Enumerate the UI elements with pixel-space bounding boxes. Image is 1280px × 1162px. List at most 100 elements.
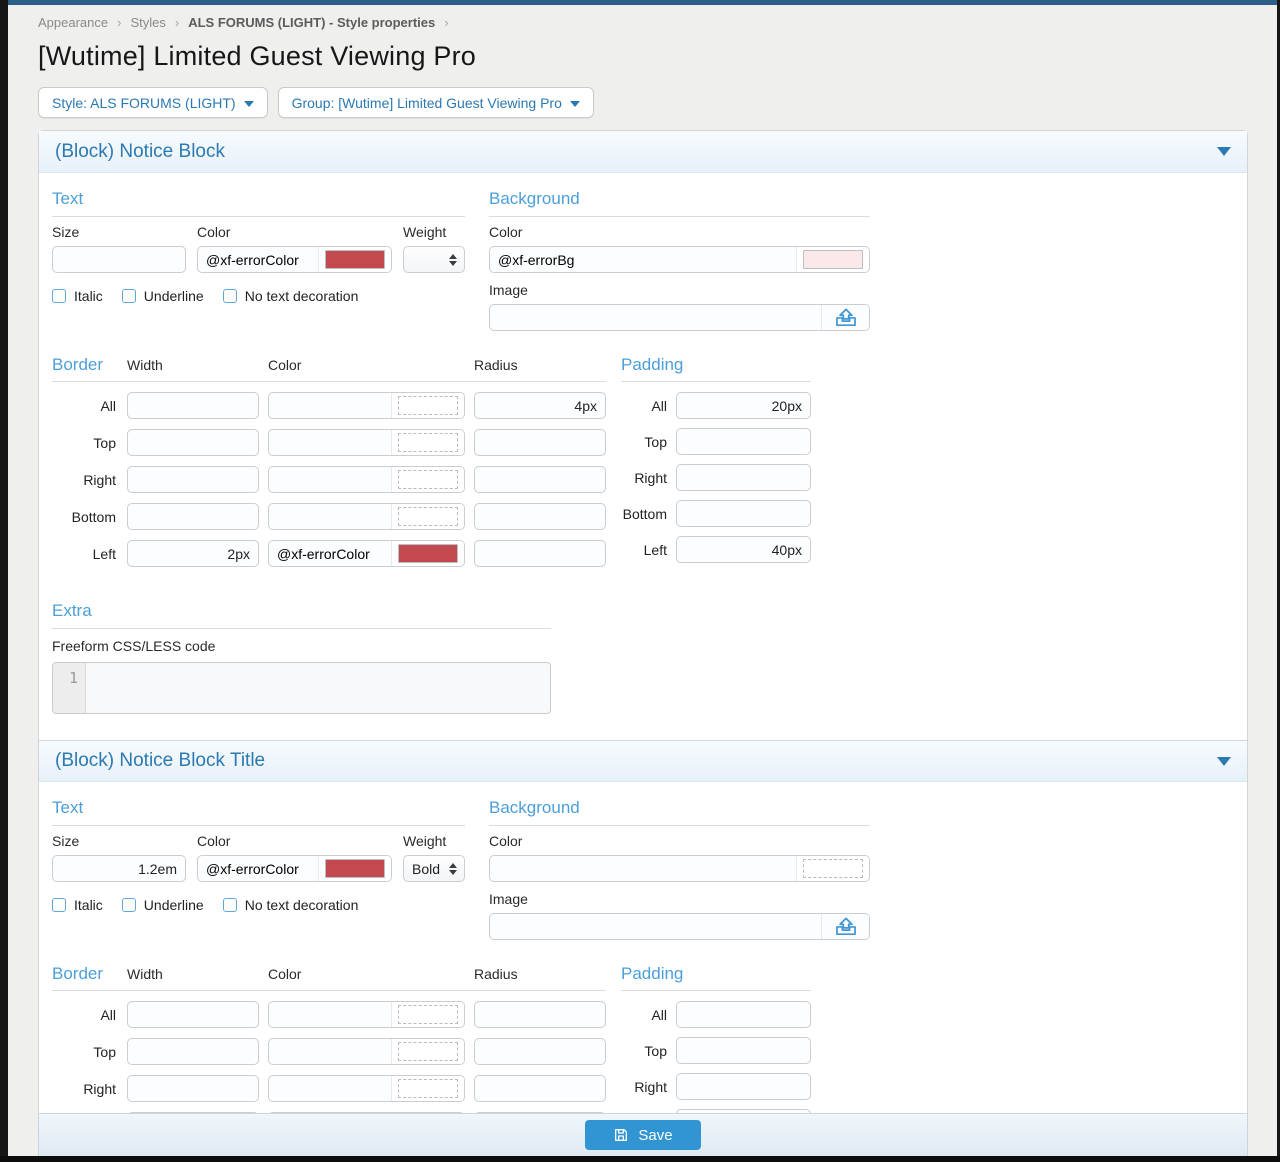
text-color-input[interactable] (198, 856, 318, 881)
no-text-decoration-checkbox[interactable] (222, 289, 237, 303)
border-color-input[interactable] (269, 467, 391, 492)
padding-input[interactable] (676, 1001, 811, 1028)
text-color-swatch[interactable] (325, 250, 385, 269)
breadcrumb-separator: › (174, 15, 180, 30)
background-color-swatch[interactable] (803, 250, 863, 269)
border-color-swatch[interactable] (398, 1042, 458, 1061)
color-swatch-holder (391, 393, 464, 418)
border-color-input[interactable] (269, 1076, 391, 1101)
border-color-swatch[interactable] (398, 433, 458, 452)
background-image-input[interactable] (490, 305, 821, 330)
padding-input[interactable] (676, 392, 811, 419)
chevron-down-icon (569, 100, 580, 107)
background-color-input[interactable] (490, 247, 796, 272)
text-color-swatch[interactable] (325, 859, 385, 878)
section-body-notice-block-title: Text Size Color Weight (39, 782, 1247, 1162)
border-radius-input[interactable] (474, 1075, 606, 1102)
padding-input[interactable] (676, 500, 811, 527)
border-color-control (268, 466, 465, 493)
breadcrumb-separator: › (444, 15, 449, 30)
color-swatch-holder (391, 541, 464, 566)
italic-checkbox[interactable] (52, 289, 66, 303)
selector-toolbar: Style: ALS FORUMS (LIGHT) Group: [Wutime… (38, 87, 1248, 118)
border-width-input[interactable] (127, 1038, 259, 1065)
border-width-label: Width (127, 966, 163, 982)
border-width-input[interactable] (127, 1075, 259, 1102)
text-color-input[interactable] (198, 247, 318, 272)
text-size-input[interactable] (52, 855, 186, 882)
border-color-input[interactable] (269, 541, 391, 566)
breadcrumb-item-styles[interactable]: Styles (130, 15, 166, 30)
border-radius-input[interactable] (474, 1001, 606, 1028)
italic-checkbox[interactable] (52, 898, 66, 912)
breadcrumb-item-style-properties: ALS FORUMS (LIGHT) - Style properties (188, 15, 436, 30)
text-weight-select[interactable]: Bold (403, 855, 465, 882)
border-color-input[interactable] (269, 504, 391, 529)
border-radius-input[interactable] (474, 503, 606, 530)
border-color-label: Color (268, 966, 302, 982)
underline-checkbox[interactable] (121, 898, 136, 912)
border-color-input[interactable] (269, 1002, 391, 1027)
border-width-input[interactable] (127, 429, 259, 456)
border-color-swatch[interactable] (398, 507, 458, 526)
upload-image-button[interactable] (821, 305, 869, 330)
border-color-control (268, 1038, 465, 1065)
border-row: Bottom (52, 503, 606, 530)
save-bar: Save (38, 1113, 1248, 1156)
border-width-input[interactable] (127, 466, 259, 493)
background-image-input[interactable] (490, 914, 821, 939)
window-left-edge (0, 0, 8, 1162)
style-dropdown-button[interactable]: Style: ALS FORUMS (LIGHT) (38, 87, 268, 118)
border-color-control (268, 503, 465, 530)
background-color-input[interactable] (490, 856, 796, 881)
padding-row-label: Bottom (622, 505, 667, 522)
border-width-input[interactable] (127, 392, 259, 419)
border-radius-input[interactable] (474, 392, 606, 419)
background-color-swatch[interactable] (803, 859, 863, 878)
border-width-input[interactable] (127, 503, 259, 530)
padding-row-label: Right (634, 1078, 667, 1095)
color-swatch-holder (391, 1076, 464, 1101)
underline-checkbox[interactable] (121, 289, 136, 303)
border-color-swatch[interactable] (398, 1005, 458, 1024)
border-group: Border Width Color Radius All (52, 355, 606, 577)
border-color-input[interactable] (269, 393, 391, 418)
border-color-input[interactable] (269, 430, 391, 455)
window-right-edge (1277, 0, 1280, 1162)
padding-input[interactable] (676, 428, 811, 455)
border-width-input[interactable] (127, 1001, 259, 1028)
text-size-input[interactable] (52, 246, 186, 273)
code-input-area[interactable] (86, 663, 550, 713)
border-radius-input[interactable] (474, 429, 606, 456)
border-width-input[interactable] (127, 540, 259, 567)
section-header-notice-block[interactable]: (Block) Notice Block (39, 131, 1247, 173)
border-color-input[interactable] (269, 1039, 391, 1064)
freeform-css-label: Freeform CSS/LESS code (52, 638, 216, 654)
group-dropdown-button[interactable]: Group: [Wutime] Limited Guest Viewing Pr… (277, 87, 594, 118)
padding-row: Bottom (621, 500, 811, 527)
padding-input[interactable] (676, 536, 811, 563)
border-radius-label: Radius (474, 357, 518, 373)
no-text-decoration-checkbox[interactable] (222, 898, 237, 912)
padding-heading: Padding (621, 964, 684, 983)
color-swatch-holder (391, 467, 464, 492)
padding-input[interactable] (676, 464, 811, 491)
save-button[interactable]: Save (585, 1120, 701, 1150)
border-color-swatch[interactable] (398, 1079, 458, 1098)
breadcrumb-item-appearance[interactable]: Appearance (38, 15, 109, 30)
border-radius-input[interactable] (474, 1038, 606, 1065)
upload-icon (835, 308, 856, 327)
border-color-swatch[interactable] (398, 544, 458, 563)
section-header-notice-block-title[interactable]: (Block) Notice Block Title (39, 740, 1247, 782)
padding-input[interactable] (676, 1037, 811, 1064)
upload-image-button[interactable] (821, 914, 869, 939)
border-row-label: Right (83, 1080, 116, 1097)
padding-input[interactable] (676, 1073, 811, 1100)
save-floppy-icon (615, 1129, 628, 1141)
border-color-swatch[interactable] (398, 470, 458, 489)
border-radius-input[interactable] (474, 466, 606, 493)
border-color-swatch[interactable] (398, 396, 458, 415)
background-color-control (489, 246, 870, 273)
border-radius-input[interactable] (474, 540, 606, 567)
text-weight-select[interactable] (403, 246, 465, 273)
